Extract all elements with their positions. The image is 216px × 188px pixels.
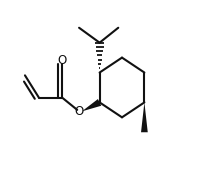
Text: O: O [58,54,67,67]
Text: O: O [74,105,83,118]
Polygon shape [82,99,101,111]
Polygon shape [141,102,148,132]
